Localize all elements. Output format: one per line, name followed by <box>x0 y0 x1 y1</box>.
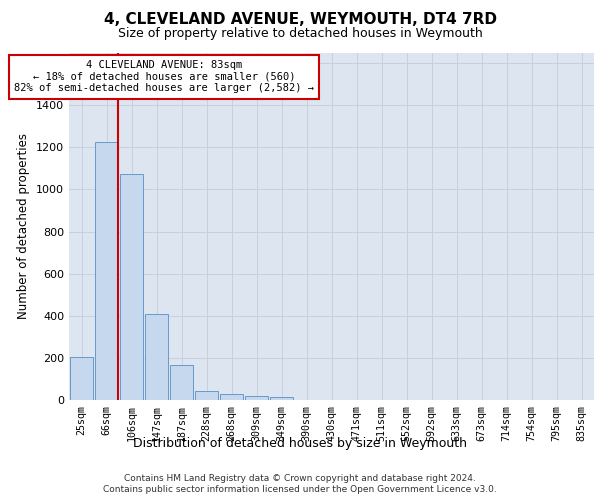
Bar <box>170 365 193 400</box>
Bar <box>95 142 118 400</box>
Text: 4 CLEVELAND AVENUE: 83sqm
← 18% of detached houses are smaller (560)
82% of semi: 4 CLEVELAND AVENUE: 83sqm ← 18% of detac… <box>14 60 314 94</box>
Bar <box>194 390 218 400</box>
Text: 4, CLEVELAND AVENUE, WEYMOUTH, DT4 7RD: 4, CLEVELAND AVENUE, WEYMOUTH, DT4 7RD <box>104 12 497 28</box>
Bar <box>119 174 143 400</box>
Text: Distribution of detached houses by size in Weymouth: Distribution of detached houses by size … <box>133 438 467 450</box>
Text: Contains HM Land Registry data © Crown copyright and database right 2024.
Contai: Contains HM Land Registry data © Crown c… <box>103 474 497 494</box>
Bar <box>245 396 268 400</box>
Bar <box>145 314 169 400</box>
Y-axis label: Number of detached properties: Number of detached properties <box>17 133 31 320</box>
Bar <box>70 357 94 400</box>
Text: Size of property relative to detached houses in Weymouth: Size of property relative to detached ho… <box>118 28 482 40</box>
Bar <box>269 397 293 400</box>
Bar <box>220 394 244 400</box>
